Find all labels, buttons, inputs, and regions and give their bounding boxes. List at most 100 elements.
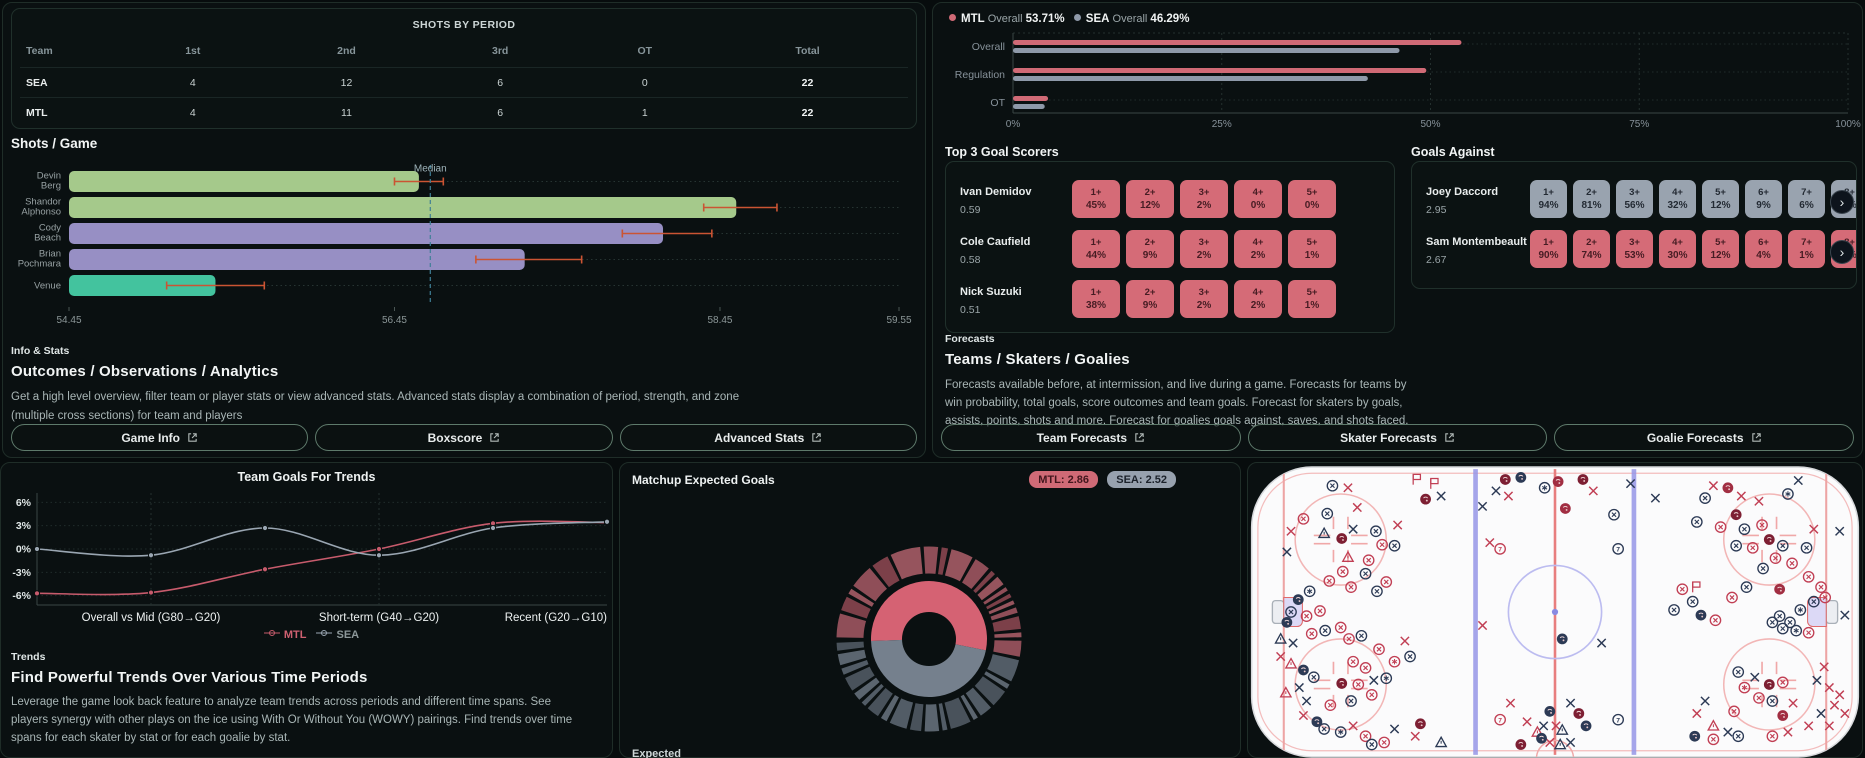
mtl-bar[interactable] [1013, 68, 1427, 73]
shot-marker-g[interactable] [1730, 509, 1742, 521]
shot-marker-cx[interactable] [1707, 733, 1720, 746]
forecast-chip[interactable]: 1+ 44% [1072, 230, 1120, 268]
shot-marker-cx[interactable] [1608, 508, 1620, 521]
shot-marker-x[interactable] [1840, 708, 1850, 719]
scroll-right-button[interactable]: › [1830, 190, 1854, 214]
shot-marker-x[interactable] [1596, 638, 1607, 648]
shot-marker-cx[interactable] [1321, 507, 1334, 520]
shots-bar[interactable] [69, 223, 664, 244]
shot-marker-cs[interactable] [1388, 655, 1401, 668]
data-point[interactable] [147, 552, 155, 559]
shot-marker-g[interactable] [1499, 474, 1511, 485]
forecast-chip[interactable]: 1+ 90% [1530, 230, 1567, 268]
forecast-chip[interactable]: 5+ 1% [1288, 280, 1336, 318]
shot-marker-g[interactable] [1336, 533, 1348, 544]
shot-marker-cs[interactable] [1303, 585, 1316, 598]
data-point[interactable] [261, 524, 269, 532]
shot-marker-x[interactable] [1788, 698, 1798, 708]
shot-marker-x[interactable] [1840, 610, 1850, 620]
xg-outer-segment[interactable] [993, 639, 1022, 657]
forecast-chip[interactable]: 4+ 0% [1234, 180, 1282, 218]
shot-marker-g[interactable] [1559, 503, 1571, 514]
forecast-chip[interactable]: 4+ 2% [1234, 230, 1282, 268]
shot-marker-g[interactable] [1420, 493, 1431, 505]
shot-marker-g[interactable] [1577, 474, 1589, 485]
xg-inner-slice[interactable] [871, 639, 986, 697]
shot-marker-x[interactable] [1288, 638, 1298, 648]
forecast-chip[interactable]: 5+ 12% [1702, 230, 1739, 268]
shot-marker-cx[interactable] [1728, 705, 1740, 718]
forecast-chip[interactable]: 2+ 9% [1126, 280, 1174, 318]
shot-marker-x[interactable] [1551, 721, 1561, 731]
shot-marker-x[interactable] [1816, 708, 1826, 719]
xg-outer-segment[interactable] [889, 698, 914, 729]
shot-marker-x[interactable] [1736, 491, 1746, 501]
shot-marker-x[interactable] [1505, 698, 1516, 708]
scroll-right-button[interactable]: › [1830, 240, 1854, 264]
data-point[interactable] [489, 524, 497, 532]
tab-skater-forecasts-button[interactable]: Skater Forecasts [1247, 424, 1548, 451]
mtl-bar[interactable] [1013, 96, 1049, 101]
shot-marker-x[interactable] [1625, 478, 1636, 489]
shot-marker-cx[interactable] [1334, 621, 1347, 634]
xg-outer-segment[interactable] [853, 568, 888, 602]
shot-marker-x[interactable] [1400, 636, 1410, 646]
shot-marker-t[interactable] [1434, 735, 1448, 748]
xg-outer-segment[interactable] [986, 593, 1012, 610]
shot-marker-t[interactable] [1707, 719, 1720, 731]
xg-outer-segment[interactable] [848, 588, 875, 607]
shot-marker-cx[interactable] [1336, 565, 1349, 578]
shot-marker-cx[interactable] [1318, 723, 1330, 735]
shot-marker-cx[interactable] [1757, 562, 1769, 575]
forecast-chip[interactable]: 2+ 81% [1573, 180, 1610, 218]
shot-marker-cx[interactable] [1756, 519, 1768, 531]
shot-marker-cs[interactable] [1380, 672, 1393, 685]
shot-marker-x[interactable] [1588, 486, 1598, 496]
shot-marker-g[interactable] [1763, 534, 1775, 545]
shot-marker-x[interactable] [1829, 700, 1840, 710]
xg-outer-segment[interactable] [944, 697, 971, 729]
shot-marker-g[interactable] [1580, 720, 1592, 732]
shot-marker-cx[interactable] [1362, 554, 1375, 567]
data-point[interactable] [375, 552, 383, 559]
shot-marker-x[interactable] [1301, 696, 1312, 706]
shot-marker-g[interactable] [1763, 679, 1775, 690]
shot-marker-cx[interactable] [1314, 605, 1326, 617]
shot-marker-cx[interactable] [1305, 627, 1318, 640]
shot-marker-f[interactable] [1692, 581, 1701, 593]
xg-outer-segment[interactable] [965, 687, 992, 716]
sea-bar[interactable] [1013, 76, 1368, 81]
shot-marker-cx[interactable] [1740, 581, 1753, 594]
shot-marker-g[interactable] [1515, 739, 1527, 750]
shot-marker-cx[interactable] [1345, 581, 1357, 594]
shot-marker-cx[interactable] [1297, 512, 1310, 525]
shot-marker-cx[interactable] [1690, 516, 1703, 528]
xg-outer-segment[interactable] [974, 676, 1006, 706]
shot-marker-x[interactable] [1723, 727, 1733, 737]
forecast-chip[interactable]: 5+ 0% [1288, 180, 1336, 218]
shot-marker-f[interactable] [1430, 477, 1439, 489]
shot-marker-g[interactable] [1774, 583, 1786, 595]
xg-outer-segment[interactable] [872, 556, 900, 588]
shot-marker-cx[interactable] [1676, 583, 1689, 596]
shot-marker-t[interactable] [1555, 723, 1569, 735]
forecast-chip[interactable]: 1+ 94% [1530, 180, 1567, 218]
shot-marker-cs[interactable] [1334, 726, 1347, 738]
shot-marker-x[interactable] [1809, 524, 1819, 534]
shot-marker-cx[interactable] [1807, 595, 1820, 608]
shot-marker-x[interactable] [1282, 547, 1292, 557]
shot-marker-n7[interactable]: 7 [1612, 543, 1624, 555]
shot-marker-g[interactable] [1552, 476, 1564, 487]
shot-marker-x[interactable] [1369, 675, 1379, 685]
shot-marker-x[interactable] [1835, 690, 1845, 700]
forecast-chip[interactable]: 6+ 9% [1745, 180, 1782, 218]
tab-goalie-forecasts-button[interactable]: Goalie Forecasts [1554, 424, 1855, 451]
shot-marker-x[interactable] [1491, 486, 1501, 496]
forecast-chip[interactable]: 4+ 2% [1234, 280, 1282, 318]
shot-marker-cx[interactable] [1776, 676, 1789, 689]
shot-marker-cx[interactable] [1732, 730, 1745, 743]
shot-marker-x[interactable] [1352, 502, 1362, 513]
shot-marker-n7[interactable]: 7 [1612, 713, 1624, 726]
shot-marker-x[interactable] [1750, 672, 1760, 682]
shot-marker-g[interactable] [1415, 718, 1426, 730]
